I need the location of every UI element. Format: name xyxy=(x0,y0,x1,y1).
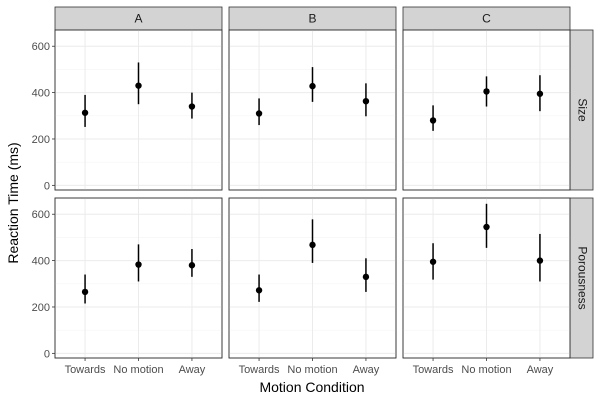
x-tick-label: Away xyxy=(353,364,380,376)
x-tick-label: Away xyxy=(179,364,206,376)
data-point xyxy=(309,241,316,249)
data-point xyxy=(362,97,370,105)
x-tick-label: Towards xyxy=(65,364,106,376)
row-strip-label: Porousness xyxy=(575,246,589,309)
data-point xyxy=(255,287,263,294)
y-tick-label: 200 xyxy=(32,134,50,146)
panel-porousness-a: 0 200 400 600 Towards No motion Away xyxy=(32,197,223,376)
data-point xyxy=(483,223,490,231)
data-point xyxy=(81,109,89,116)
data-point xyxy=(81,288,89,296)
data-point xyxy=(255,110,263,117)
y-tick-label: 600 xyxy=(32,209,50,221)
x-tick-label: Towards xyxy=(413,364,454,376)
row-strip-label: Size xyxy=(575,98,589,122)
panel-border xyxy=(402,29,571,191)
panel-size-c xyxy=(402,29,571,191)
col-strip-label: B xyxy=(308,12,316,26)
data-point xyxy=(429,258,437,265)
x-tick-label: Towards xyxy=(239,364,280,376)
y-tick-label: 0 xyxy=(44,348,50,360)
col-strip-label: A xyxy=(134,12,142,26)
data-point xyxy=(536,257,544,264)
data-point xyxy=(188,103,196,110)
y-tick-label: 400 xyxy=(32,256,50,268)
panel-grid: A B C Size Porousness 0 200 400 600 0 200 400 600 Tow… xyxy=(32,6,594,376)
y-axis-title: Reaction Time (ms) xyxy=(5,142,21,263)
data-point xyxy=(309,82,316,90)
panel-porousness-c: Towards No motion Away xyxy=(402,197,571,376)
y-tick-label: 400 xyxy=(32,88,50,100)
data-point xyxy=(536,90,544,97)
col-strip-label: C xyxy=(482,12,491,26)
x-tick-label: No motion xyxy=(287,364,337,376)
data-point xyxy=(429,117,437,124)
y-tick-label: 0 xyxy=(44,180,50,192)
panel-size-a: 0 200 400 600 xyxy=(32,29,223,192)
y-tick-label: 200 xyxy=(32,302,50,314)
data-point xyxy=(483,88,490,95)
data-point xyxy=(362,273,370,281)
x-tick-label: No motion xyxy=(113,364,163,376)
panel-porousness-b: Towards No motion Away xyxy=(228,197,397,376)
data-point xyxy=(188,262,196,269)
x-axis-title: Motion Condition xyxy=(259,379,364,395)
y-tick-label: 600 xyxy=(32,41,50,53)
panel-border xyxy=(228,29,397,191)
x-tick-label: Away xyxy=(527,364,554,376)
x-tick-label: No motion xyxy=(461,364,511,376)
panel-border xyxy=(54,29,223,191)
panel-size-b xyxy=(228,29,397,191)
data-point xyxy=(135,82,142,89)
data-point xyxy=(135,261,142,268)
